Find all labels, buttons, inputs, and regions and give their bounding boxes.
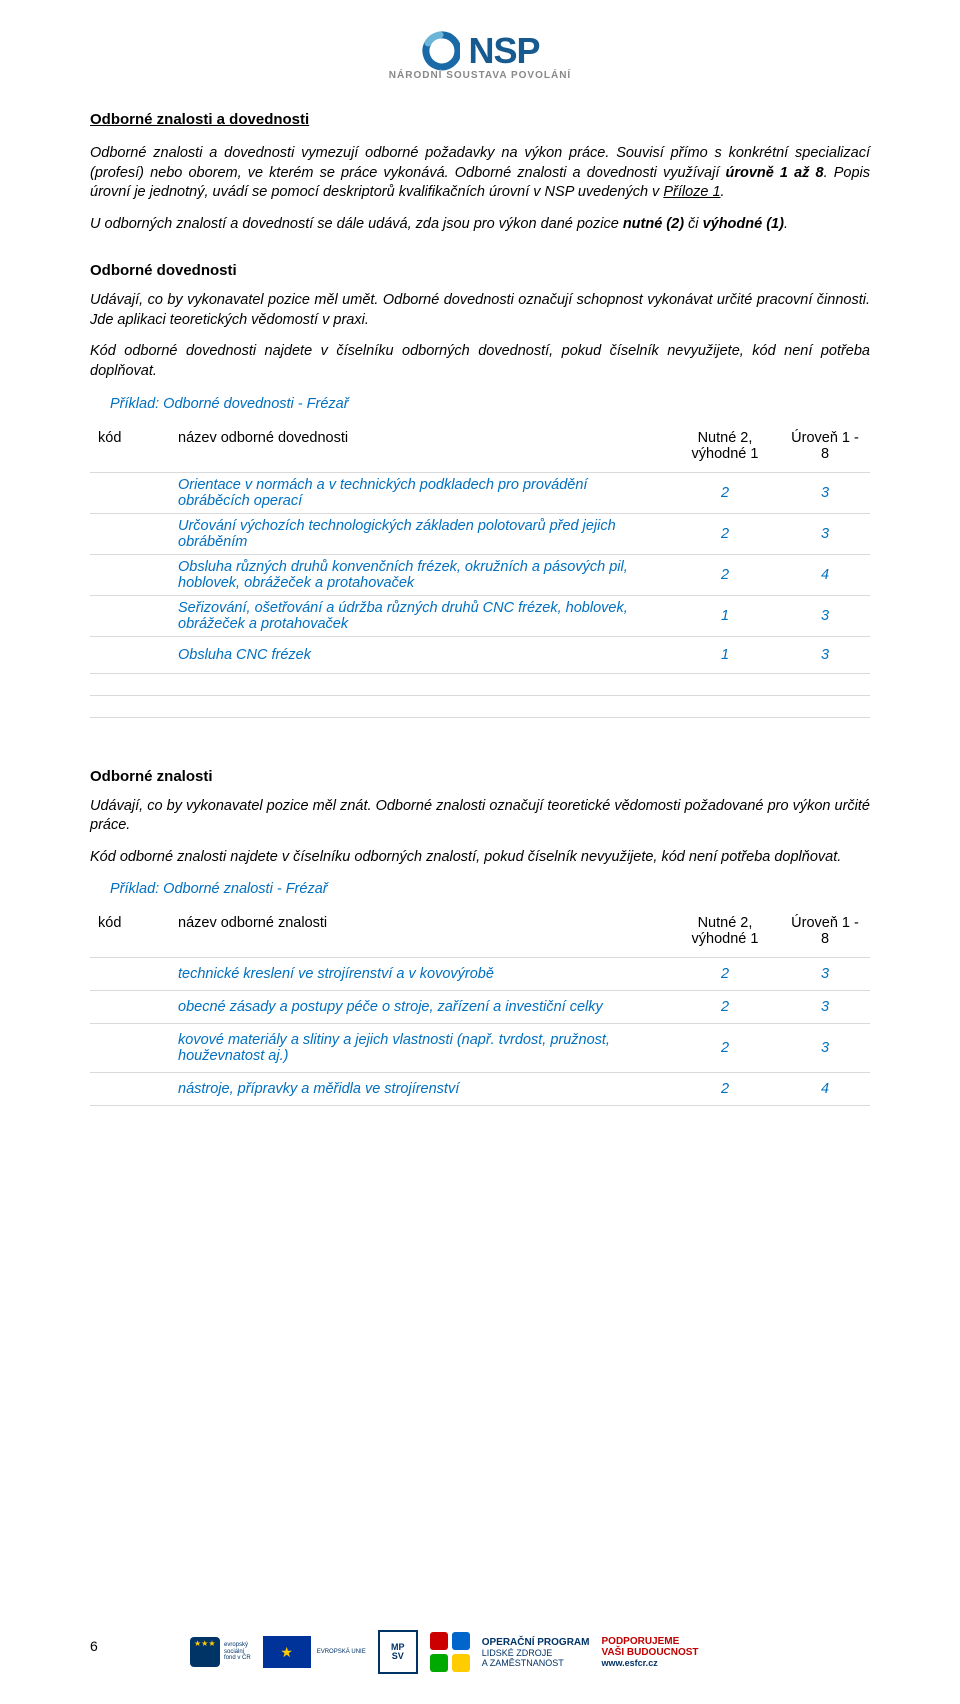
- th-col4: Úroveň 1 - 8: [780, 424, 870, 473]
- th-kod: kód: [90, 424, 170, 473]
- table-row: Obsluha různých druhů konvenčních frézek…: [90, 554, 870, 595]
- table-row-empty: [90, 695, 870, 717]
- logo-text: NSP: [468, 30, 539, 72]
- footer-logos: evropský sociální fond v ČR ★ EVROPSKÁ U…: [190, 1630, 699, 1674]
- knowledge-table: kód název odborné znalosti Nutné 2, výho…: [90, 909, 870, 1106]
- th-kod: kód: [90, 909, 170, 958]
- future-text: PODPORUJEME VAŠI BUDOUCNOST www.esfcr.cz: [602, 1636, 699, 1668]
- cell-c4: 4: [780, 554, 870, 595]
- cell-name: obecné zásady a postupy péče o stroje, z…: [170, 991, 670, 1024]
- th-col4: Úroveň 1 - 8: [780, 909, 870, 958]
- cell-c3: 1: [670, 595, 780, 636]
- intro-text: .: [784, 216, 788, 232]
- esf-l3: fond v ČR: [224, 1655, 251, 1662]
- th-nazev: název odborné dovednosti: [170, 424, 670, 473]
- future-l2: VAŠI BUDOUCNOST: [602, 1647, 699, 1658]
- skills-p2: Kód odborné dovednosti najdete v číselní…: [90, 342, 870, 381]
- cell-name: nástroje, přípravky a měřidla ve strojír…: [170, 1073, 670, 1106]
- intro-bold: výhodné (1): [703, 216, 784, 232]
- cell-name: Orientace v normách a v technických podk…: [170, 472, 670, 513]
- intro-bold: úrovně 1 až 8: [725, 165, 823, 181]
- cell-c4: 3: [780, 958, 870, 991]
- logo-header: NSP NÁRODNÍ SOUSTAVA POVOLÁNÍ: [90, 30, 870, 81]
- knowledge-p2: Kód odborné znalosti najdete v číselníku…: [90, 848, 870, 868]
- cell-name: Obsluha různých druhů konvenčních frézek…: [170, 554, 670, 595]
- cell-name: technické kreslení ve strojírenství a v …: [170, 958, 670, 991]
- section-title: Odborné znalosti a dovednosti: [90, 111, 870, 128]
- table-row: Určování výchozích technologických zákla…: [90, 513, 870, 554]
- cell-c4: 3: [780, 1024, 870, 1073]
- intro-bold: nutné (2): [623, 216, 684, 232]
- intro-paragraph-1: Odborné znalosti a dovednosti vymezují o…: [90, 144, 870, 203]
- esf-icon: [190, 1637, 220, 1667]
- mpsv-logo: MP SV: [378, 1630, 418, 1674]
- cell-c3: 1: [670, 636, 780, 673]
- skills-table: kód název odborné dovednosti Nutné 2, vý…: [90, 424, 870, 718]
- table-header-row: kód název odborné znalosti Nutné 2, výho…: [90, 909, 870, 958]
- th-col3: Nutné 2, výhodné 1: [670, 909, 780, 958]
- cell-name: Obsluha CNC frézek: [170, 636, 670, 673]
- esf-logo: evropský sociální fond v ČR: [190, 1637, 251, 1667]
- intro-text: U odborných znalostí a dovedností se dál…: [90, 216, 623, 232]
- eu-flag-icon: ★: [263, 1636, 311, 1668]
- skills-heading: Odborné dovednosti: [90, 262, 870, 279]
- table-row: nástroje, přípravky a měřidla ve strojír…: [90, 1073, 870, 1106]
- table-row: Obsluha CNC frézek13: [90, 636, 870, 673]
- table-row: Seřizování, ošetřování a údržba různých …: [90, 595, 870, 636]
- cell-c3: 2: [670, 1073, 780, 1106]
- page-number: 6: [90, 1638, 98, 1654]
- op-l3: A ZAMĚSTNANOST: [482, 1658, 590, 1668]
- op-text: OPERAČNÍ PROGRAM LIDSKÉ ZDROJE A ZAMĚSTN…: [482, 1637, 590, 1668]
- knowledge-p1: Udávají, co by vykonavatel pozice měl zn…: [90, 797, 870, 836]
- table-row: kovové materiály a slitiny a jejich vlas…: [90, 1024, 870, 1073]
- table-row: technické kreslení ve strojírenství a v …: [90, 958, 870, 991]
- future-l1: PODPORUJEME: [602, 1636, 699, 1647]
- intro-paragraph-2: U odborných znalostí a dovedností se dál…: [90, 215, 870, 235]
- cell-name: kovové materiály a slitiny a jejich vlas…: [170, 1024, 670, 1073]
- table-row: obecné zásady a postupy péče o stroje, z…: [90, 991, 870, 1024]
- skills-p1: Udávají, co by vykonavatel pozice měl um…: [90, 291, 870, 330]
- knowledge-example-label: Příklad: Odborné znalosti - Frézař: [110, 881, 870, 897]
- cell-c4: 3: [780, 472, 870, 513]
- cell-c4: 3: [780, 513, 870, 554]
- cell-c3: 2: [670, 472, 780, 513]
- cell-c3: 2: [670, 958, 780, 991]
- eu-flag-block: ★ EVROPSKÁ UNIE: [263, 1636, 366, 1668]
- eu-label: EVROPSKÁ UNIE: [317, 1649, 366, 1655]
- op-l1: OPERAČNÍ PROGRAM: [482, 1637, 590, 1648]
- cell-c3: 2: [670, 513, 780, 554]
- cell-c4: 4: [780, 1073, 870, 1106]
- logo-subtitle: NÁRODNÍ SOUSTAVA POVOLÁNÍ: [90, 70, 870, 81]
- op-l2: LIDSKÉ ZDROJE: [482, 1648, 590, 1658]
- intro-text: či: [684, 216, 703, 232]
- skills-example-label: Příklad: Odborné dovednosti - Frézař: [110, 396, 870, 412]
- mpsv-l2: SV: [392, 1652, 404, 1661]
- th-nazev: název odborné znalosti: [170, 909, 670, 958]
- cell-c3: 2: [670, 1024, 780, 1073]
- cell-c3: 2: [670, 991, 780, 1024]
- table-row-empty: [90, 673, 870, 695]
- cell-c4: 3: [780, 636, 870, 673]
- cell-name: Seřizování, ošetřování a údržba různých …: [170, 595, 670, 636]
- intro-link: Příloze 1: [663, 184, 720, 200]
- table-header-row: kód název odborné dovednosti Nutné 2, vý…: [90, 424, 870, 473]
- cell-c4: 3: [780, 991, 870, 1024]
- knowledge-heading: Odborné znalosti: [90, 768, 870, 785]
- esf-label: evropský sociální fond v ČR: [224, 1642, 251, 1662]
- nsp-logo-icon: [420, 31, 460, 71]
- intro-text: .: [721, 184, 725, 200]
- table-row: Orientace v normách a v technických podk…: [90, 472, 870, 513]
- future-l3: www.esfcr.cz: [602, 1658, 699, 1668]
- cell-name: Určování výchozích technologických zákla…: [170, 513, 670, 554]
- puzzle-icon: [430, 1632, 470, 1672]
- cell-c3: 2: [670, 554, 780, 595]
- cell-c4: 3: [780, 595, 870, 636]
- esf-l1: evropský: [224, 1642, 251, 1649]
- th-col3: Nutné 2, výhodné 1: [670, 424, 780, 473]
